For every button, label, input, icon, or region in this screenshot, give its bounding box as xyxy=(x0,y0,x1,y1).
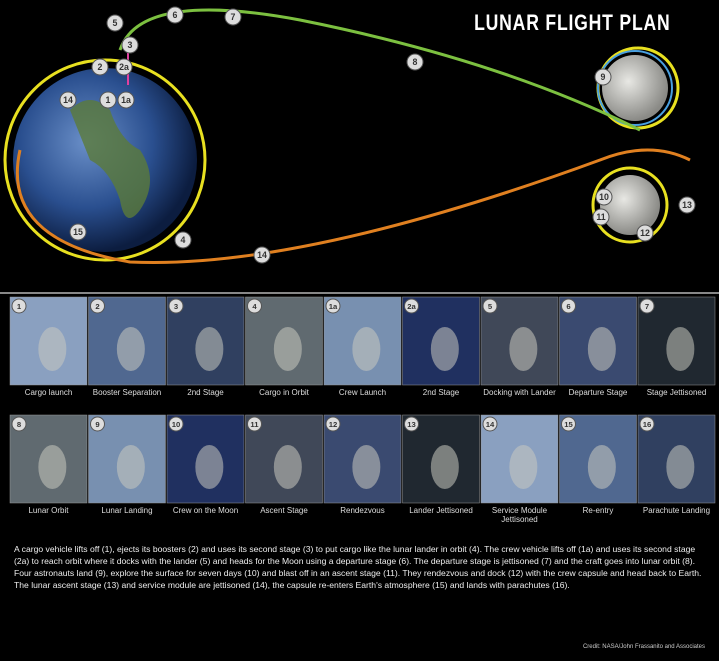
panel-caption: Docking with Lander xyxy=(481,388,558,397)
marker-label: 13 xyxy=(407,420,416,429)
panel-detail xyxy=(431,327,459,371)
panel-detail xyxy=(588,445,616,489)
marker-label: 7 xyxy=(645,302,649,311)
marker-label: 3 xyxy=(174,302,178,311)
marker-label: 10 xyxy=(172,420,181,429)
marker-label: 15 xyxy=(564,420,573,429)
marker-label: 1 xyxy=(106,95,111,105)
marker-label: 14 xyxy=(63,95,73,105)
panel-detail xyxy=(117,327,145,371)
panel-detail xyxy=(666,327,694,371)
marker-label: 10 xyxy=(599,192,609,202)
marker-label: 12 xyxy=(640,228,650,238)
panel-caption: Parachute Landing xyxy=(638,506,715,515)
marker-label: 11 xyxy=(250,420,259,429)
panel-caption: Lunar Orbit xyxy=(10,506,87,515)
panel-detail xyxy=(352,445,380,489)
panel-detail xyxy=(509,327,537,371)
marker-label: 14 xyxy=(257,250,267,260)
marker-label: 7 xyxy=(231,12,236,22)
credit: Credit: NASA/John Frassanito and Associa… xyxy=(583,644,705,650)
marker-label: 1a xyxy=(329,302,338,311)
marker-label: 4 xyxy=(181,235,186,245)
panel-detail xyxy=(352,327,380,371)
panel-caption: Cargo launch xyxy=(10,388,87,397)
panel-detail xyxy=(509,445,537,489)
panel-detail xyxy=(274,327,302,371)
marker-label: 2a xyxy=(407,302,416,311)
marker-label: 8 xyxy=(413,57,418,67)
panel-caption: Lunar Landing xyxy=(89,506,166,515)
panel-caption: Re-entry xyxy=(560,506,637,515)
marker-label: 15 xyxy=(73,227,83,237)
panel-caption: Crew on the Moon xyxy=(167,506,244,515)
marker-label: 5 xyxy=(488,302,493,311)
marker-label: 2 xyxy=(98,62,103,72)
marker-label: 5 xyxy=(113,18,118,28)
marker-label: 6 xyxy=(173,10,178,20)
panel-caption: Cargo in Orbit xyxy=(246,388,323,397)
panel-caption: Lander Jettisoned xyxy=(403,506,480,515)
panel-detail xyxy=(38,445,66,489)
panel-detail xyxy=(195,445,223,489)
panel-detail xyxy=(588,327,616,371)
panel-caption: Booster Separation xyxy=(89,388,166,397)
panel-detail xyxy=(431,445,459,489)
panel-caption: Stage Jettisoned xyxy=(638,388,715,397)
title: LUNAR FLIGHT PLAN xyxy=(475,10,671,36)
marker-label: 13 xyxy=(682,200,692,210)
marker-label: 8 xyxy=(17,420,22,429)
panel-caption: 2nd Stage xyxy=(403,388,480,397)
marker-label: 9 xyxy=(95,420,99,429)
marker-label: 11 xyxy=(596,212,605,222)
panel-detail xyxy=(274,445,302,489)
panel-caption: Rendezvous xyxy=(324,506,401,515)
panel-caption: 2nd Stage xyxy=(167,388,244,397)
infographic: 11a22a34567891011121314151412341a2a56789… xyxy=(0,0,719,661)
marker-label: 14 xyxy=(486,420,495,429)
moon xyxy=(600,175,660,235)
panel-caption: Ascent Stage xyxy=(246,506,323,515)
marker-label: 4 xyxy=(252,302,257,311)
marker-label: 3 xyxy=(128,40,133,50)
description: A cargo vehicle lifts off (1), ejects it… xyxy=(14,543,706,591)
panel-detail xyxy=(195,327,223,371)
panel-caption: Departure Stage xyxy=(560,388,637,397)
moon xyxy=(602,55,668,121)
marker-label: 16 xyxy=(643,420,652,429)
marker-label: 1 xyxy=(17,302,22,311)
panel-caption: Service Module Jettisoned xyxy=(481,506,558,524)
panel-caption: Crew Launch xyxy=(324,388,401,397)
panel-detail xyxy=(666,445,694,489)
marker-label: 2a xyxy=(119,62,129,72)
marker-label: 1a xyxy=(121,95,131,105)
marker-label: 2 xyxy=(95,302,99,311)
panel-detail xyxy=(117,445,145,489)
marker-label: 12 xyxy=(329,420,338,429)
marker-label: 9 xyxy=(601,72,606,82)
panel-detail xyxy=(38,327,66,371)
marker-label: 6 xyxy=(566,302,570,311)
